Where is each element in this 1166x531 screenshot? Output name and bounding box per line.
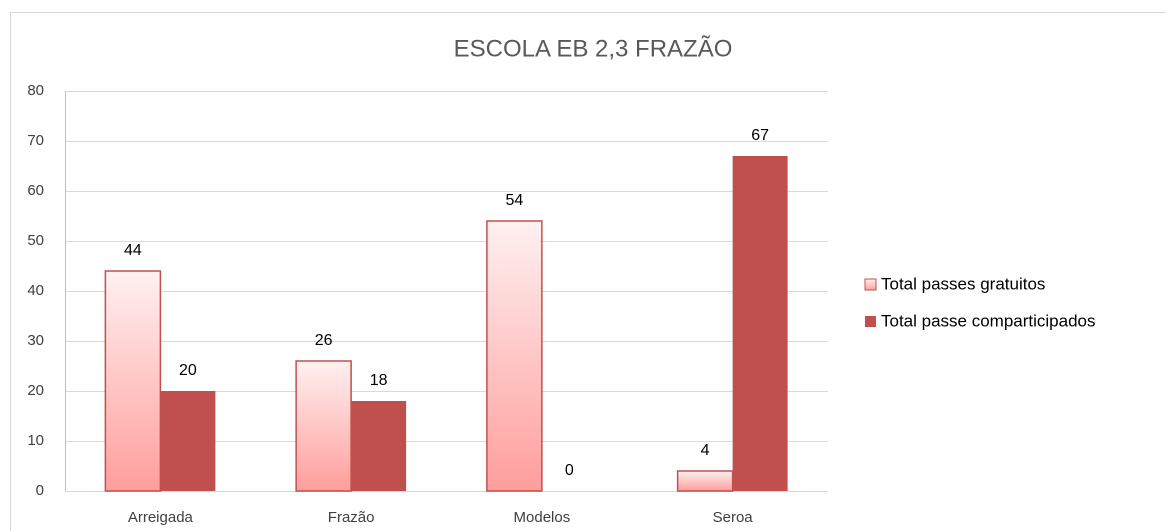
bar [351,401,407,491]
value-label: 4 [701,442,710,459]
bar [486,220,543,492]
value-label: 20 [179,362,197,379]
legend-label: Total passes gratuitos [881,274,1045,293]
y-tick-label: 20 [27,382,44,399]
legend-swatch [864,278,877,291]
value-label: 44 [124,242,142,259]
value-label: 54 [505,192,523,209]
y-tick-label: 30 [27,332,44,349]
y-tick-label: 40 [27,282,44,299]
bar [160,391,216,491]
x-tick-label: Arreigada [128,509,194,526]
legend-label: Total passe comparticipados [881,311,1096,330]
x-tick-label: Frazão [328,509,375,526]
bar [732,156,788,491]
value-label: 18 [370,372,388,389]
y-tick-label: 0 [36,482,44,499]
bar [295,360,352,492]
x-tick-label: Modelos [514,509,571,526]
chart-title: ESCOLA EB 2,3 FRAZÃO [454,35,733,62]
legend-swatch [865,316,876,327]
y-tick-label: 60 [27,182,44,199]
y-tick-label: 70 [27,132,44,149]
bar [104,270,162,492]
value-label: 67 [751,127,769,144]
bar [676,470,734,492]
value-label: 0 [565,462,574,479]
value-label: 26 [315,332,333,349]
x-tick-label: Seroa [713,509,754,526]
y-tick-label: 80 [27,82,44,99]
y-tick-label: 10 [27,432,44,449]
y-tick-label: 50 [27,232,44,249]
